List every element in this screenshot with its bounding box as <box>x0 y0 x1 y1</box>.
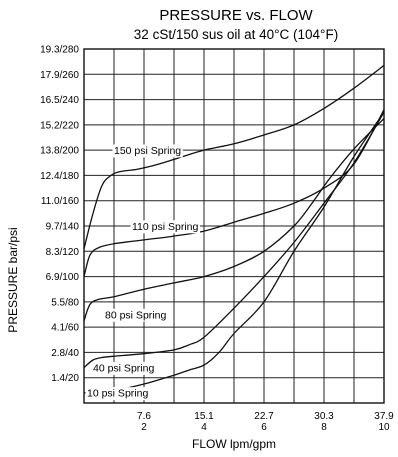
series-label: 150 psi Spring <box>114 145 181 157</box>
y-axis-label: PRESSURE bar/psi <box>6 227 20 332</box>
x-tick-label-lpm: 7.6 <box>137 411 151 422</box>
y-tick-label: 17.9/260 <box>40 70 79 81</box>
x-tick-label-lpm: 22.7 <box>254 411 274 422</box>
y-tick-label: 5.5/80 <box>51 297 79 308</box>
grid <box>84 49 384 403</box>
x-tick-label-gpm: 8 <box>321 422 327 433</box>
series-labels: 150 psi Spring 110 psi Spring 80 psi Sprin… <box>85 144 201 401</box>
x-tick-label-gpm: 6 <box>261 422 267 433</box>
series-label-background <box>112 144 183 158</box>
series-label: 40 psi Spring <box>93 362 154 374</box>
plot-frame <box>83 48 385 404</box>
y-tick-label: 13.8/200 <box>40 146 79 157</box>
series-label-background <box>103 308 168 322</box>
y-tick-labels: 1.4/20 2.8/40 4.1/60 5.5/80 6.9/100 8.3/120 9.… <box>40 45 79 385</box>
y-tick-label: 6.9/100 <box>46 272 80 283</box>
series-line-4 <box>83 111 385 369</box>
series-line-5 <box>83 111 385 394</box>
y-tick-label: 1.4/20 <box>51 373 79 384</box>
series-label-background <box>130 220 201 234</box>
y-tick-label: 2.8/40 <box>51 348 79 359</box>
y-tick-label: 15.2/220 <box>40 120 79 131</box>
series-label-background <box>91 361 156 375</box>
x-tick-label-lpm: 37.9 <box>374 411 394 422</box>
series-line-3 <box>83 118 385 322</box>
series-line-2 <box>83 109 385 277</box>
x-tick-label-gpm: 4 <box>201 422 207 433</box>
x-axis-label: FLOW lpm/gpm <box>192 437 276 451</box>
series-label-background <box>85 387 150 401</box>
y-tick-label: 11.0/160 <box>41 196 80 207</box>
y-tick-label: 16.5/240 <box>40 95 79 106</box>
x-tick-labels: 7.62 15.14 22.76 30.38 37.910 <box>137 411 394 433</box>
x-tick-label-gpm: 2 <box>141 422 147 433</box>
chart-subtitle: 32 cSt/150 sus oil at 40°C (104°F) <box>134 27 338 42</box>
series-lines <box>83 64 385 394</box>
series-line-1 <box>83 64 385 249</box>
series-label: 110 psi Spring <box>132 221 199 233</box>
y-tick-label: 8.3/120 <box>46 247 80 258</box>
chart-title: PRESSURE vs. FLOW <box>159 7 313 24</box>
x-tick-label-lpm: 30.3 <box>314 411 334 422</box>
y-tick-label: 19.3/280 <box>40 45 79 56</box>
series-label: 80 psi Spring <box>105 309 166 321</box>
series-label: 10 psi Spring <box>87 388 148 400</box>
y-tick-label: 4.1/60 <box>51 323 79 334</box>
x-tick-label-lpm: 15.1 <box>194 411 214 422</box>
y-tick-label: 9.7/140 <box>46 222 80 233</box>
x-tick-label-gpm: 10 <box>378 422 390 433</box>
y-tick-label: 12.4/180 <box>40 171 79 182</box>
